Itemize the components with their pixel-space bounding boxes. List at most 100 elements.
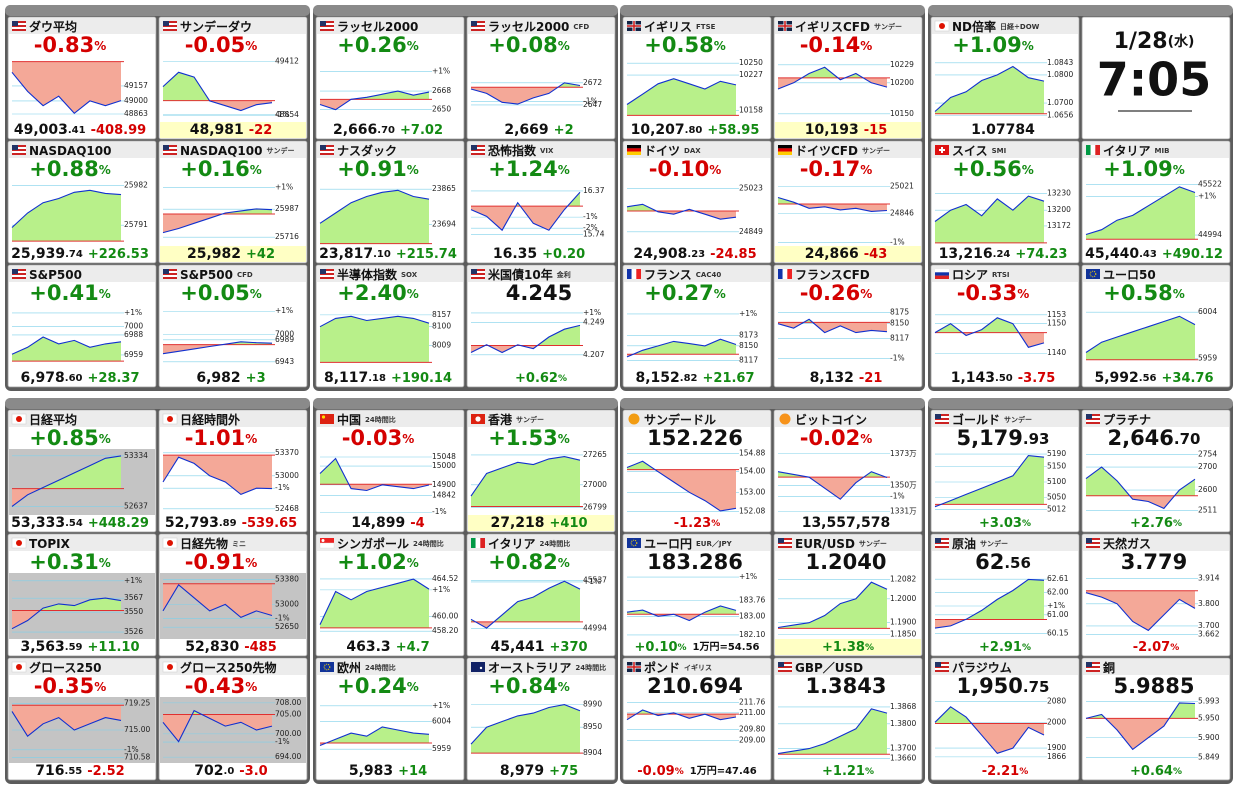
tick-label: 2754 <box>1198 450 1217 459</box>
percent-unit: % <box>1173 163 1185 177</box>
percent-unit: % <box>860 39 872 53</box>
tick-label: 154.00 <box>739 467 765 476</box>
name: NASDAQ100 <box>29 144 111 158</box>
price-main: 5.9885 <box>1113 674 1194 698</box>
tick-label: -1% <box>432 507 447 516</box>
yen-rate: 1万円=47.46 <box>690 765 757 777</box>
tile-header <box>160 266 306 282</box>
tick-label: 13230 <box>1047 188 1071 197</box>
tile-name: オーストラリア 24時間比 <box>488 661 606 675</box>
price: 5,992.56 +34.76 <box>1094 370 1213 386</box>
tile-header <box>468 266 614 282</box>
tick-label: +1% <box>432 66 450 75</box>
sub-name: サンデー <box>859 539 887 548</box>
tick-label: -2% <box>583 223 598 232</box>
price-fraction: .93 <box>1023 430 1050 448</box>
tick-label: 5150 <box>1047 462 1066 471</box>
percent-value: -1.23 <box>674 516 711 531</box>
tick-label: 48863 <box>124 109 148 118</box>
tick-label: 5.950 <box>1198 713 1220 722</box>
price-main: 23,817 <box>319 246 373 262</box>
tick-label: 62.00 <box>1047 588 1069 597</box>
tick-label: 152.08 <box>739 506 765 515</box>
tick-label: +1% <box>1047 601 1065 610</box>
price: 45,440.43 +490.12 <box>1085 246 1223 262</box>
tile <box>622 657 772 781</box>
tile <box>466 140 616 264</box>
percent-unit: % <box>245 556 257 570</box>
tick-label: +1% <box>432 585 450 594</box>
change-percent: +0.62% <box>515 371 567 386</box>
percent-unit: % <box>99 556 111 570</box>
area-above <box>351 91 429 100</box>
percent-value: -0.33 <box>957 281 1018 305</box>
tick-label: 2668 <box>432 86 451 95</box>
percent-unit: % <box>1019 767 1028 777</box>
name: ナスダック <box>337 143 397 158</box>
tick-label: 1153 <box>1047 310 1066 319</box>
flag <box>162 661 178 673</box>
price-line <box>934 65 1045 112</box>
price-line <box>626 78 737 105</box>
tile-header <box>624 411 770 427</box>
flag <box>934 20 950 32</box>
price-main: 45,441 <box>490 639 544 655</box>
price-fraction: .70 <box>1174 430 1201 448</box>
tick-label: 10227 <box>739 70 763 79</box>
area-below <box>778 204 887 212</box>
percent-value: +0.27 <box>644 281 713 305</box>
percent-value: -2.21 <box>982 764 1019 779</box>
sub-name: サンデー <box>266 146 294 155</box>
price: 6,978.60 +28.37 <box>20 370 139 386</box>
tick-label: 2650 <box>432 105 451 114</box>
sunday-band <box>160 122 306 138</box>
change-value: +226.53 <box>88 247 149 262</box>
price-line <box>934 578 1045 629</box>
area-below <box>12 610 121 629</box>
percent-value: -0.83 <box>34 33 95 57</box>
tile-header <box>775 142 921 158</box>
price: 13,557,578 <box>802 515 891 531</box>
price-main: 27,218 <box>490 515 544 531</box>
price-fraction: .82 <box>680 373 698 384</box>
tile-header <box>932 266 1078 282</box>
date: 1/28 <box>1114 29 1168 54</box>
price-line <box>319 726 430 747</box>
change-percent: +1.24% <box>488 157 569 181</box>
name: 日経平均 <box>29 412 77 427</box>
tick-label: 2511 <box>1198 505 1217 514</box>
tile-header <box>932 659 1078 675</box>
percent-value: -0.09 <box>637 764 674 779</box>
flag <box>935 414 949 424</box>
tile-header <box>160 142 306 158</box>
tile-name: ドイツ DAX <box>644 144 701 158</box>
tick-label: 1.3660 <box>890 754 916 763</box>
tick-label: 25791 <box>124 220 148 229</box>
change-percent: -1.01% <box>185 426 258 450</box>
area-above <box>627 461 655 470</box>
price-main: 6,978 <box>20 370 64 386</box>
tick-label: 13200 <box>1047 205 1071 214</box>
percent-value: +2.76 <box>1130 516 1173 531</box>
percent-value: +0.10 <box>635 640 678 655</box>
price: 1.3843 <box>805 674 886 698</box>
tile-header <box>317 18 463 34</box>
change-percent: +1.53% <box>488 426 569 450</box>
change-value: +28.37 <box>88 371 140 386</box>
price-main: 5,179 <box>956 426 1022 450</box>
price-main: 2,646 <box>1107 426 1173 450</box>
flag <box>162 413 178 425</box>
tick-label: 1.1850 <box>890 630 916 639</box>
yen-rate: 1万円=54.56 <box>693 641 760 653</box>
percent-value: -0.03 <box>342 426 403 450</box>
change-percent: +2.76% <box>1130 516 1182 531</box>
change-value: -2.52 <box>87 764 124 779</box>
tick-label: 3.700 <box>1198 621 1220 630</box>
name: サンデーダウ <box>180 19 252 34</box>
percent-unit: % <box>677 643 686 653</box>
flag <box>627 21 641 31</box>
tick-label: 1331万 <box>890 507 917 516</box>
percent-value: -2.07 <box>1133 640 1170 655</box>
tile-header <box>317 411 463 427</box>
name: イタリア <box>488 537 536 551</box>
